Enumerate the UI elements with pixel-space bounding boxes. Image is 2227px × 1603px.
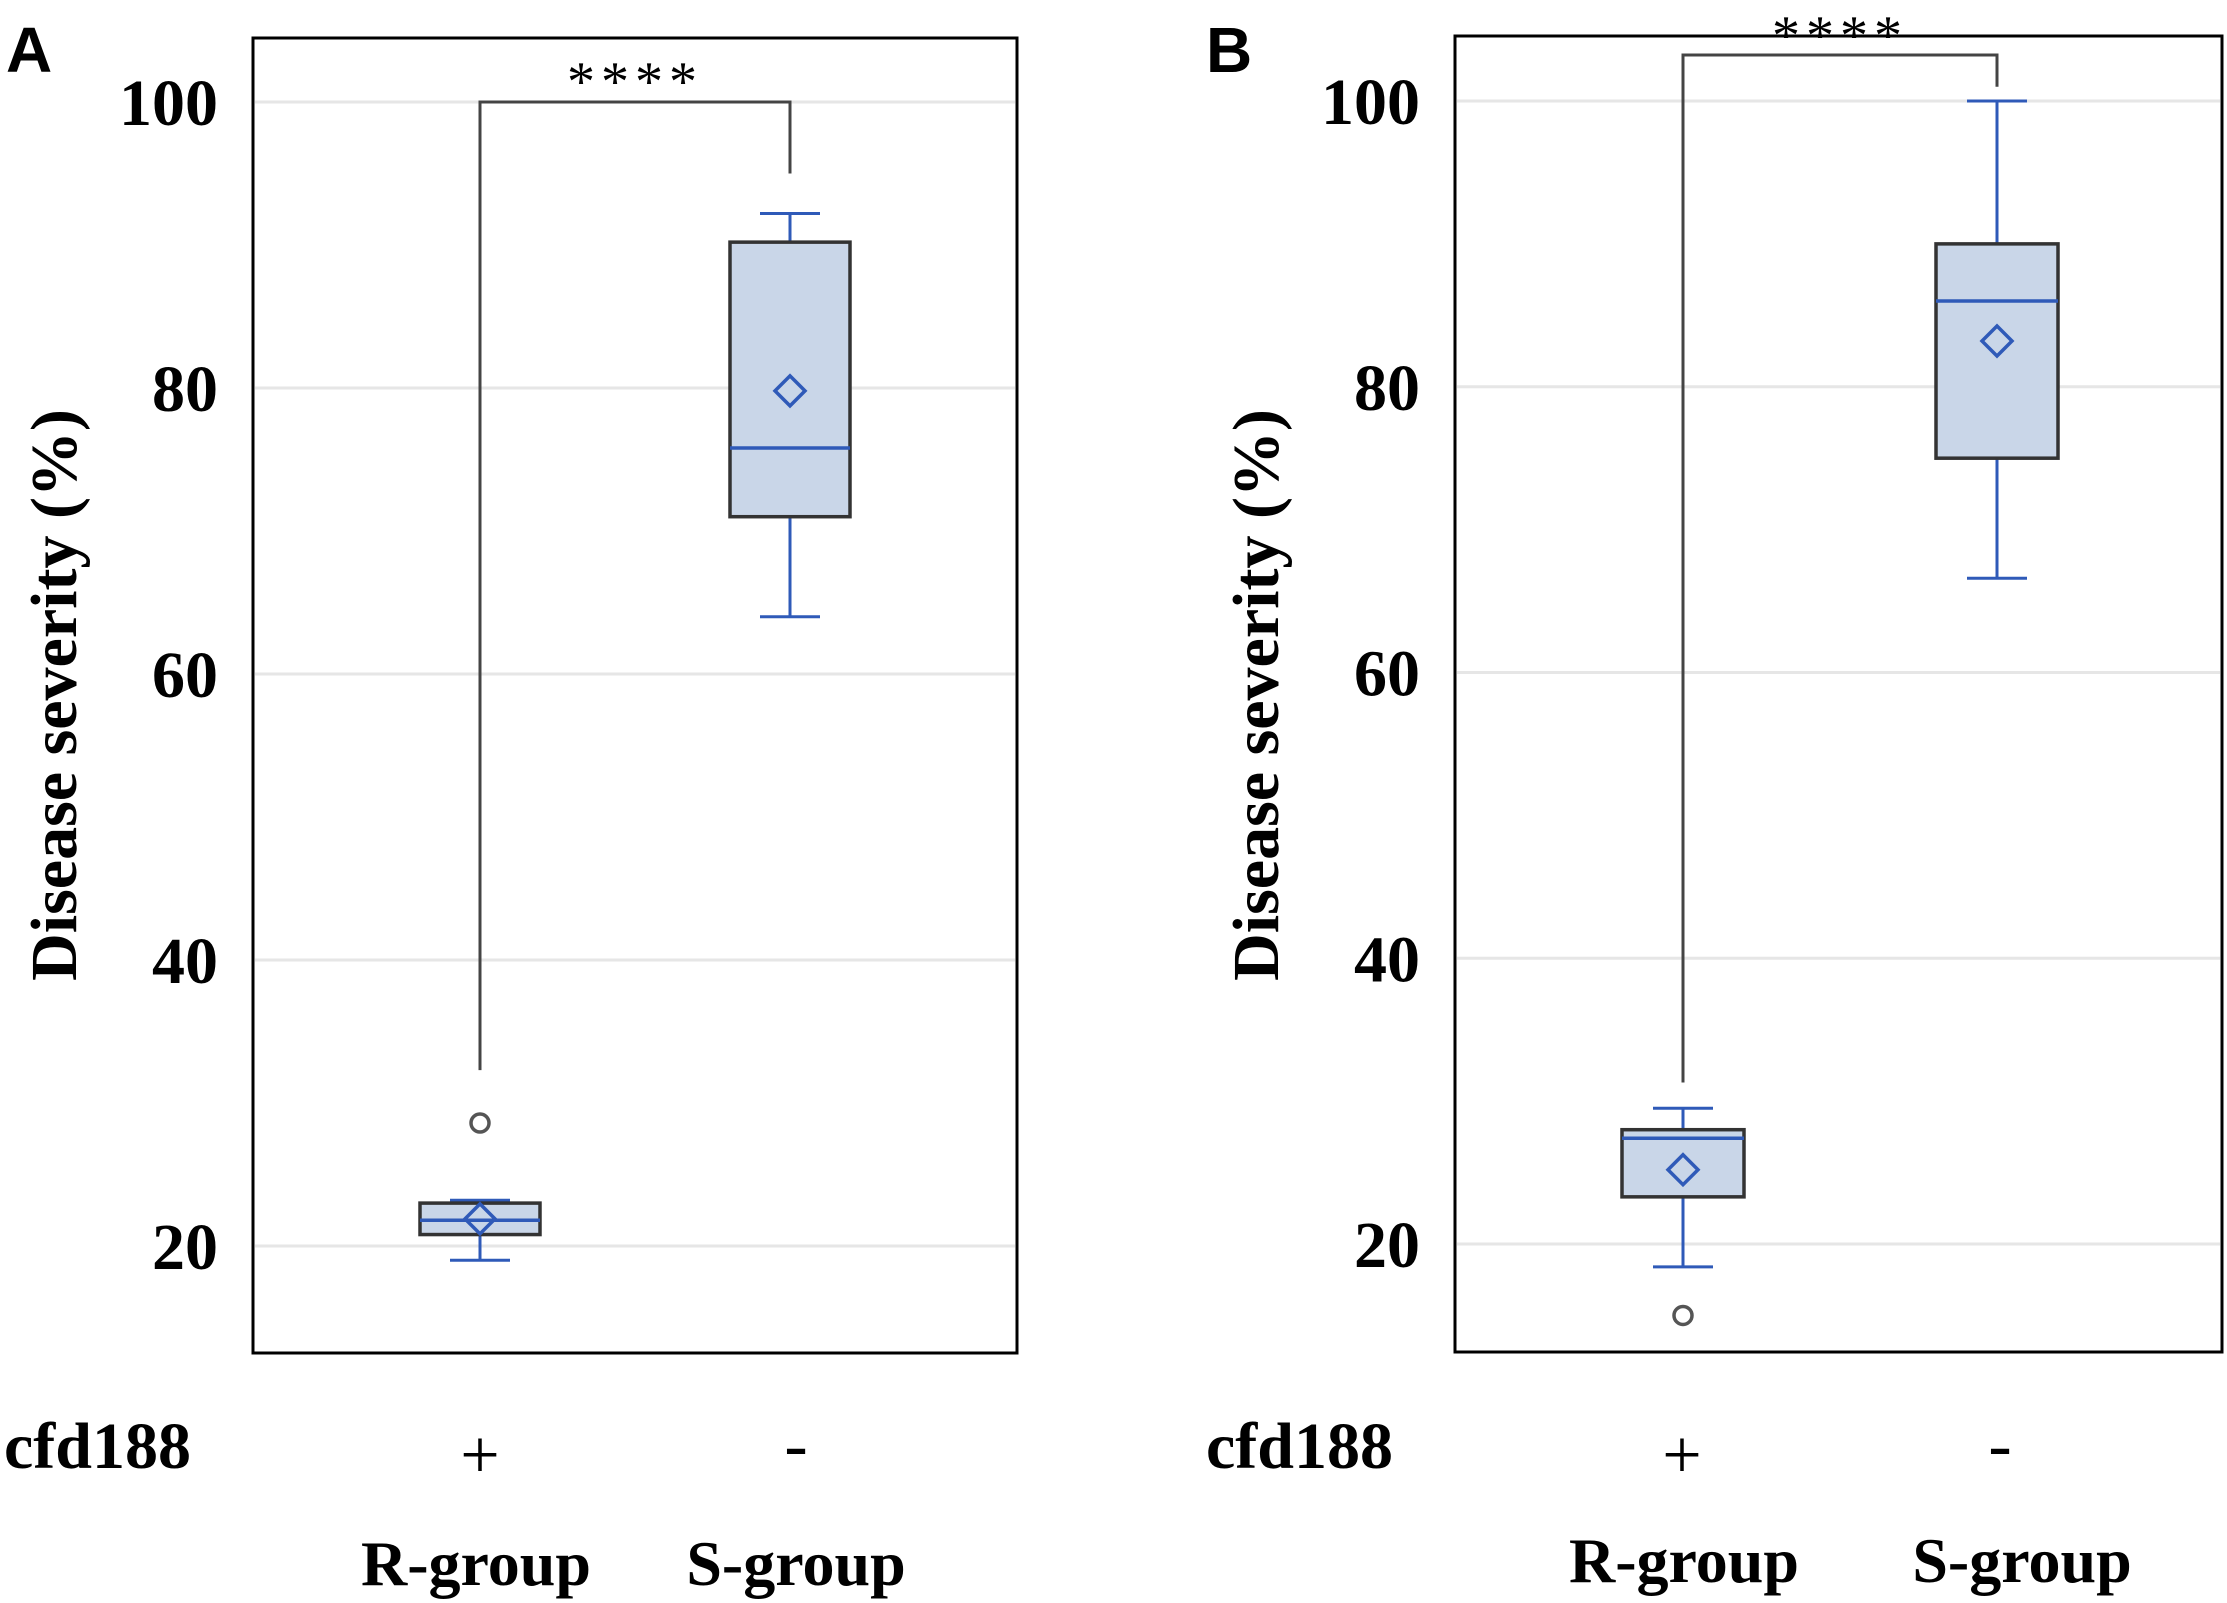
group-label-r-b: R-group [1569,1525,1799,1596]
y-axis-title-b: Disease severity (%) [1220,409,1293,981]
significance-label-b: **** [1772,5,1908,67]
outlier-0-r-b [1672,1304,1694,1327]
panel-label-b: B [1206,14,1252,86]
y-tick-80-a: 80 [152,353,218,426]
box-s-b [1934,242,2060,460]
boxes-a [418,212,852,1262]
boxes-b [1620,99,2060,1327]
mean-marker-r-a [462,1201,498,1237]
y-tick-20-a: 20 [152,1211,218,1284]
marker-label-s-a: - [784,1407,807,1484]
group-label-s-a: S-group [686,1528,905,1599]
plot-frame-a [251,36,1019,1355]
marker-label-r-b: + [1662,1417,1701,1494]
significance-bracket-a [478,100,792,1071]
significance-b: **** [1681,5,1999,1083]
significance-bracket-b [1681,53,1999,1083]
y-tick-20-b: 20 [1354,1209,1420,1282]
row-label-b: cfd188 [1206,1410,1393,1483]
box-s-a [728,240,852,519]
group-label-s-b: S-group [1912,1525,2131,1596]
y-tick-100-b: 100 [1321,66,1420,139]
panel-label-a: A [6,14,52,86]
y-tick-40-a: 40 [152,925,218,998]
mean-marker-s-b [1979,323,2015,359]
y-tick-40-b: 40 [1354,923,1420,996]
mean-marker-r-b [1665,1152,1701,1188]
significance-a: **** [478,51,792,1071]
marker-label-r-a: + [460,1417,499,1494]
y-tick-60-a: 60 [152,639,218,712]
group-label-r-a: R-group [361,1528,591,1599]
plot-frame-b [1453,34,2224,1354]
y-axis-title-a: Disease severity (%) [18,409,91,981]
y-tick-80-b: 80 [1354,352,1420,425]
outlier-0-r-a [469,1112,491,1134]
y-tick-labels-a: 20 40 60 80 100 [119,67,218,1284]
row-label-a: cfd188 [4,1410,191,1483]
y-tick-100-a: 100 [119,67,218,140]
gridlines-b [1457,99,2220,1246]
significance-label-a: **** [567,51,703,113]
mean-marker-s-a [772,373,808,409]
y-tick-60-b: 60 [1354,638,1420,711]
y-tick-labels-b: 20 40 60 80 100 [1321,66,1420,1282]
marker-label-s-b: - [1988,1407,2011,1484]
gridlines-a [255,100,1015,1248]
